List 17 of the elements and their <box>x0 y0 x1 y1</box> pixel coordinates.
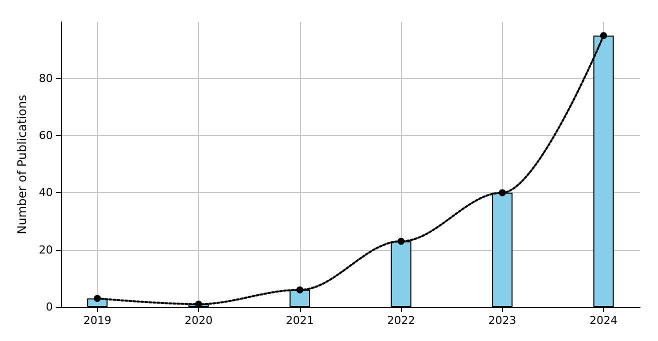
y-tick-label: 60 <box>38 129 53 142</box>
y-tick-label: 80 <box>38 72 53 85</box>
y-tick-label: 20 <box>38 243 53 256</box>
point <box>296 286 304 294</box>
point <box>600 32 608 40</box>
x-tick-label: 2023 <box>488 314 516 327</box>
point <box>94 294 101 302</box>
x-tick-label: 2022 <box>387 314 416 327</box>
point <box>498 189 506 196</box>
y-axis-title: Number of Publications <box>15 94 29 234</box>
point <box>398 238 405 245</box>
y-tick-label: 0 <box>46 300 53 314</box>
x-tick-label: 2019 <box>83 314 112 327</box>
y-tick-label: 40 <box>38 186 53 200</box>
x-tick-label: 2021 <box>286 314 314 327</box>
x-tick-label: 2020 <box>184 314 213 327</box>
x-tick-label: 2024 <box>590 314 618 327</box>
